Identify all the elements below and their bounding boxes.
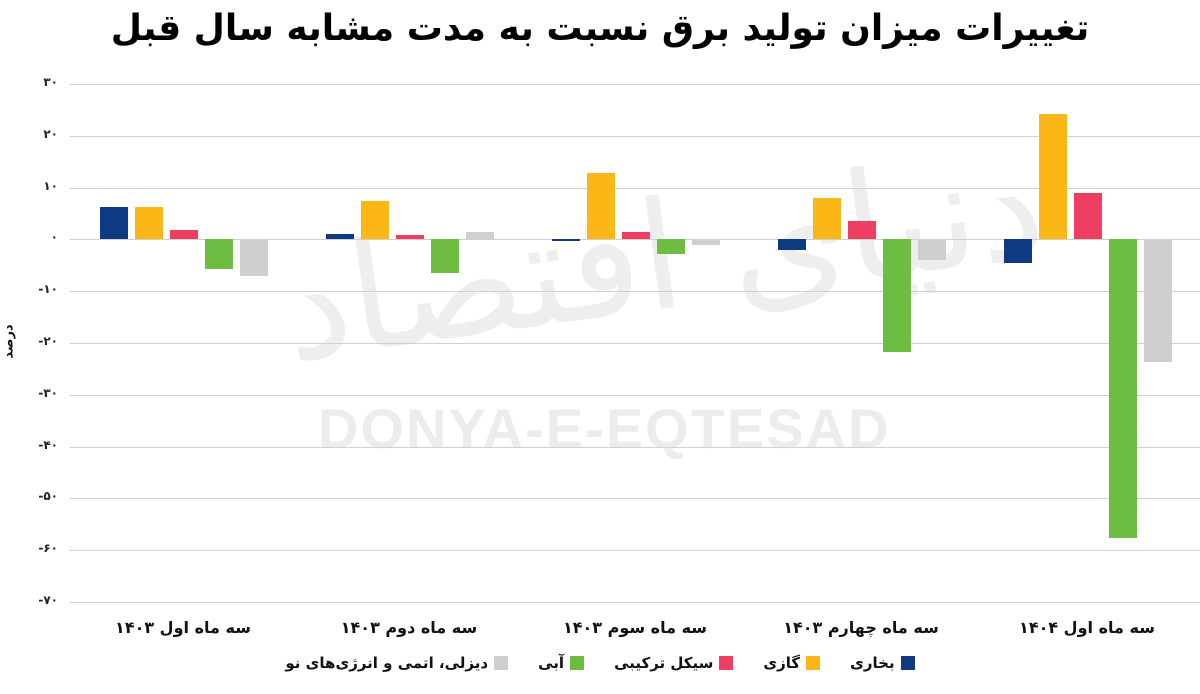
gridline [70,291,1200,293]
legend-label: بخاری [850,654,895,672]
gridline [70,343,1200,344]
watermark-text: DONYA-E-EQTESAD [318,397,891,460]
gridline [70,135,1200,137]
legend-swatch-icon [806,656,821,670]
gridline [70,187,1200,189]
bar [326,233,354,240]
y-tick-label: -۲۰ [38,334,58,348]
x-category-label: سه ماه اول ۱۴۰۴ [1019,618,1155,637]
bar [466,232,494,240]
bar [813,198,841,240]
bar [918,239,946,260]
bar [883,239,911,352]
legend-label: دیزلی، اتمی و انرژی‌های نو [285,654,489,672]
y-tick-label: -۵۰ [38,489,58,504]
legend-item: بخاری [850,654,915,672]
legend-item: دیزلی، اتمی و انرژی‌های نو [285,654,509,672]
legend-swatch-icon [570,656,585,670]
legend-swatch-icon [900,656,915,670]
y-tick-label: ۱۰ [43,178,58,193]
legend-item: گازی [763,654,821,672]
bar [1144,239,1172,362]
x-category-label: سه ماه چهارم ۱۴۰۳ [783,618,939,637]
gridline [70,498,1200,500]
bar [396,235,424,240]
bar [431,239,459,273]
legend-item: آبی [538,654,585,672]
gridline [70,84,1200,85]
y-tick-label: -۳۰ [38,385,58,400]
y-tick-label: -۷۰ [38,593,58,607]
bar [587,173,615,240]
bar [135,207,163,240]
legend-item: سیکل ترکیبی [614,654,734,672]
bar [552,239,580,242]
y-tick-label: ۲۰ [43,126,58,141]
bar [170,229,198,240]
x-category-label: سه ماه اول ۱۴۰۳ [115,618,251,637]
y-tick-label: ۳۰ [43,75,58,89]
bar [100,207,128,240]
legend-swatch-icon [494,656,509,670]
gridline [70,394,1200,396]
bar [1004,239,1032,264]
legend-swatch-icon [719,656,734,670]
bar [657,239,685,254]
y-tick-label: -۴۰ [38,437,58,452]
bar [848,221,876,240]
y-tick-label: -۱۰ [38,282,58,297]
bar [1039,114,1067,240]
bar [240,239,268,276]
x-category-label: سه ماه دوم ۱۴۰۳ [340,618,478,637]
bar [205,239,233,270]
plot-area [70,84,1200,603]
legend-label: آبی [538,654,565,672]
bar [692,239,720,245]
legend-label: سیکل ترکیبی [614,654,714,672]
gridline [70,446,1200,448]
bar [622,232,650,240]
legend-label: گازی [763,654,801,672]
gridline [70,602,1200,603]
bar [778,239,806,251]
x-category-label: سه ماه سوم ۱۴۰۳ [562,618,708,637]
bar [1074,193,1102,240]
gridline [70,239,1200,241]
y-tick-label: -۶۰ [38,541,58,556]
legend: بخاری گازی سیکل ترکیبی آبی دیزلی، اتمی و انر… [0,654,1200,672]
y-tick-label: ۰ [50,230,58,245]
bar [1109,239,1137,539]
gridline [70,550,1200,552]
bar [361,201,389,240]
chart-title: تغییرات میزان تولید برق نسبت به مدت مشاب… [110,8,1090,49]
